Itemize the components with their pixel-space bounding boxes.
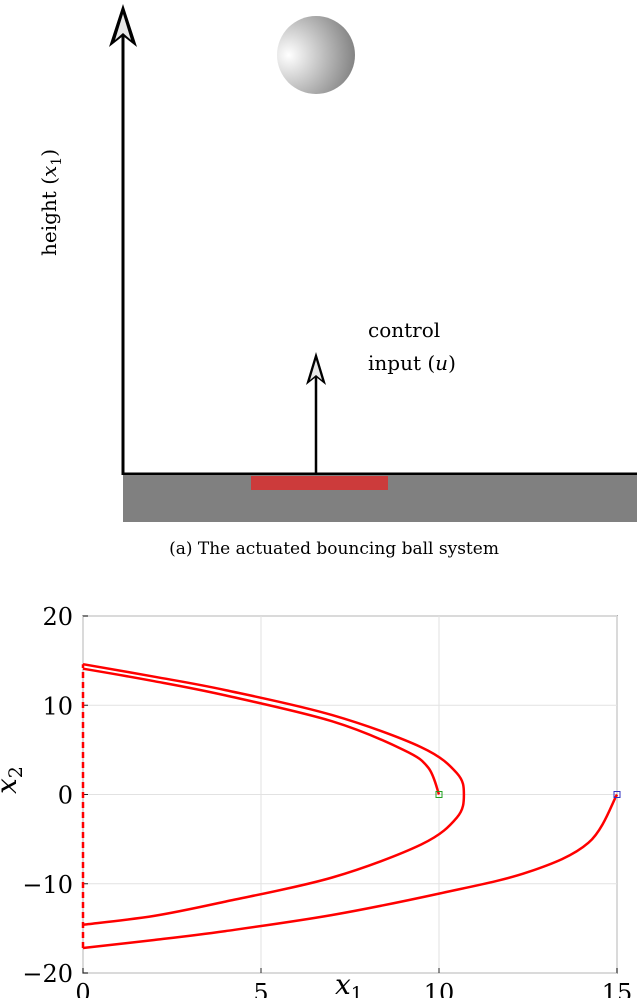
x-tick-label: 15 [602,979,633,998]
x-tick-label: 5 [253,979,268,998]
x-tick-labels: 0 5 10 15 [75,979,632,998]
y-axis-label: x2 [0,766,27,794]
y-tick-label: 0 [58,782,73,810]
x-axis-label: x1 [335,968,363,998]
marker-layer [435,791,621,798]
initial-point-marker [613,791,621,798]
control-label-line1: control [368,318,440,342]
trajectory-line-3 [82,667,441,795]
y-tick-labels: 20 10 0 −10 −20 [22,603,73,988]
y-tick-label: −10 [22,871,73,899]
trajectory-line-1 [82,793,619,950]
bouncing-ball-diagram: height (x1) control input (u) (a) The ac… [37,4,637,559]
trajectory-line-2 [82,662,466,927]
initial-point-marker [435,791,443,798]
ball [277,16,355,94]
tick-marks [82,615,618,974]
y-tick-label: 10 [42,692,73,720]
series-layer [81,662,619,950]
figure-caption: (a) The actuated bouncing ball system [169,539,499,559]
x-tick-label: 10 [424,979,455,998]
y-tick-label: −20 [22,960,73,988]
x-tick-label: 0 [75,979,90,998]
control-label-line2: input (u) [368,351,456,375]
height-label: height (x1) [37,149,65,256]
actuator-plate [251,476,388,490]
y-tick-label: 20 [42,603,73,631]
phase-plot: 0 5 10 15 20 10 0 −10 −20 x1 x2 [0,603,632,998]
